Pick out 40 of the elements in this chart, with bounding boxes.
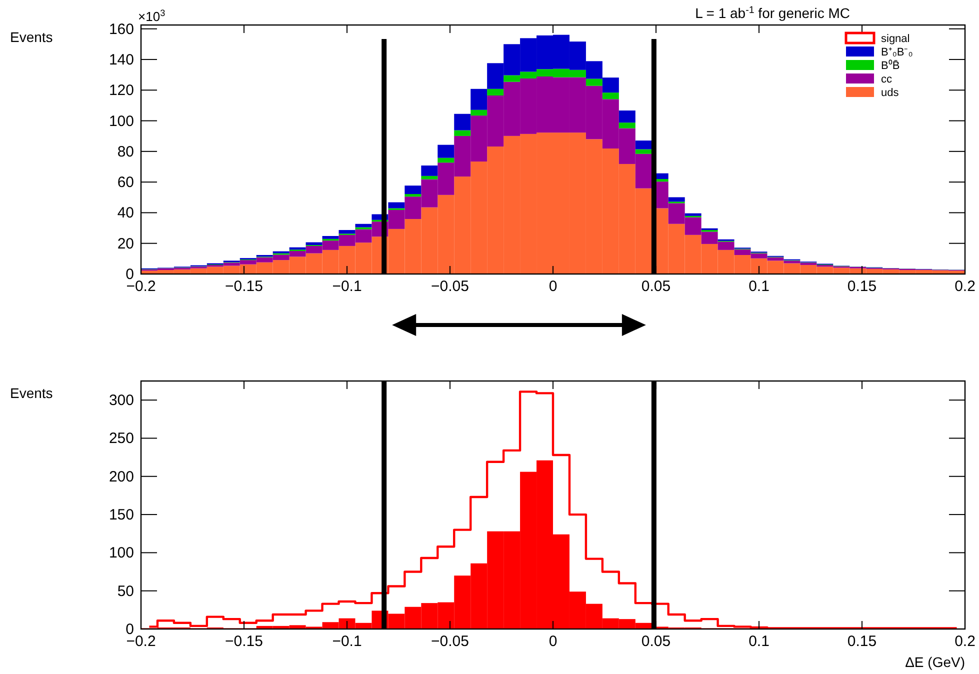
y-tick-label: 80 [117, 143, 134, 160]
y-tick-label: 60 [117, 174, 134, 192]
x-tick-label: 0 [548, 278, 558, 295]
x-tick-label: 0.2 [954, 278, 976, 295]
y-tick-label: 160 [108, 20, 134, 38]
y-tick-label: 20 [117, 235, 134, 252]
y-tick-label: 40 [117, 204, 134, 222]
x-tick-label: −0.15 [225, 633, 263, 650]
x-tick-label: 0.15 [847, 633, 877, 650]
x-tick-label: −0.05 [431, 278, 469, 295]
legend-label: uds [881, 87, 900, 99]
x-tick-label: −0.1 [332, 278, 362, 295]
y-tick-label: 200 [108, 468, 134, 486]
x-tick-label: 0.1 [748, 633, 770, 650]
y-axis-title: Events [10, 29, 53, 45]
legend-label: signal [881, 33, 910, 45]
text: ×10$^{3}$ [138, 8, 166, 24]
x-tick-label: −0.1 [332, 633, 362, 650]
y-tick-label: 300 [108, 392, 134, 410]
x-tick-label: 0.05 [641, 633, 671, 650]
y-tick-label: 50 [117, 582, 134, 600]
y-tick-label: 140 [108, 51, 134, 68]
x-tick-label: 0 [548, 633, 558, 650]
y-axis-title: Events [10, 385, 53, 401]
legend-label: cc [881, 74, 892, 86]
legend-label: B⁰B̄ [881, 59, 900, 72]
x-axis-title: ΔE (GeV) [905, 654, 965, 670]
x-tick-label: −0.15 [225, 278, 263, 295]
x-tick-label: −0.05 [431, 633, 469, 650]
x-tick-label: 0.15 [847, 278, 877, 295]
y-tick-label: 100 [108, 112, 134, 130]
y-tick-label: 100 [108, 544, 134, 562]
chart-title: L = 1 ab$^{-1}$ for generic MC [695, 4, 850, 21]
y-tick-label: 120 [108, 82, 134, 100]
x-tick-label: 0.2 [954, 633, 976, 650]
x-tick-label: 0.05 [641, 278, 671, 295]
legend-label: B⁺₀B⁻₀ [881, 46, 913, 58]
y-tick-label: 150 [108, 506, 134, 524]
x-tick-label: 0.1 [748, 278, 770, 295]
y-tick-label: 250 [108, 430, 134, 448]
